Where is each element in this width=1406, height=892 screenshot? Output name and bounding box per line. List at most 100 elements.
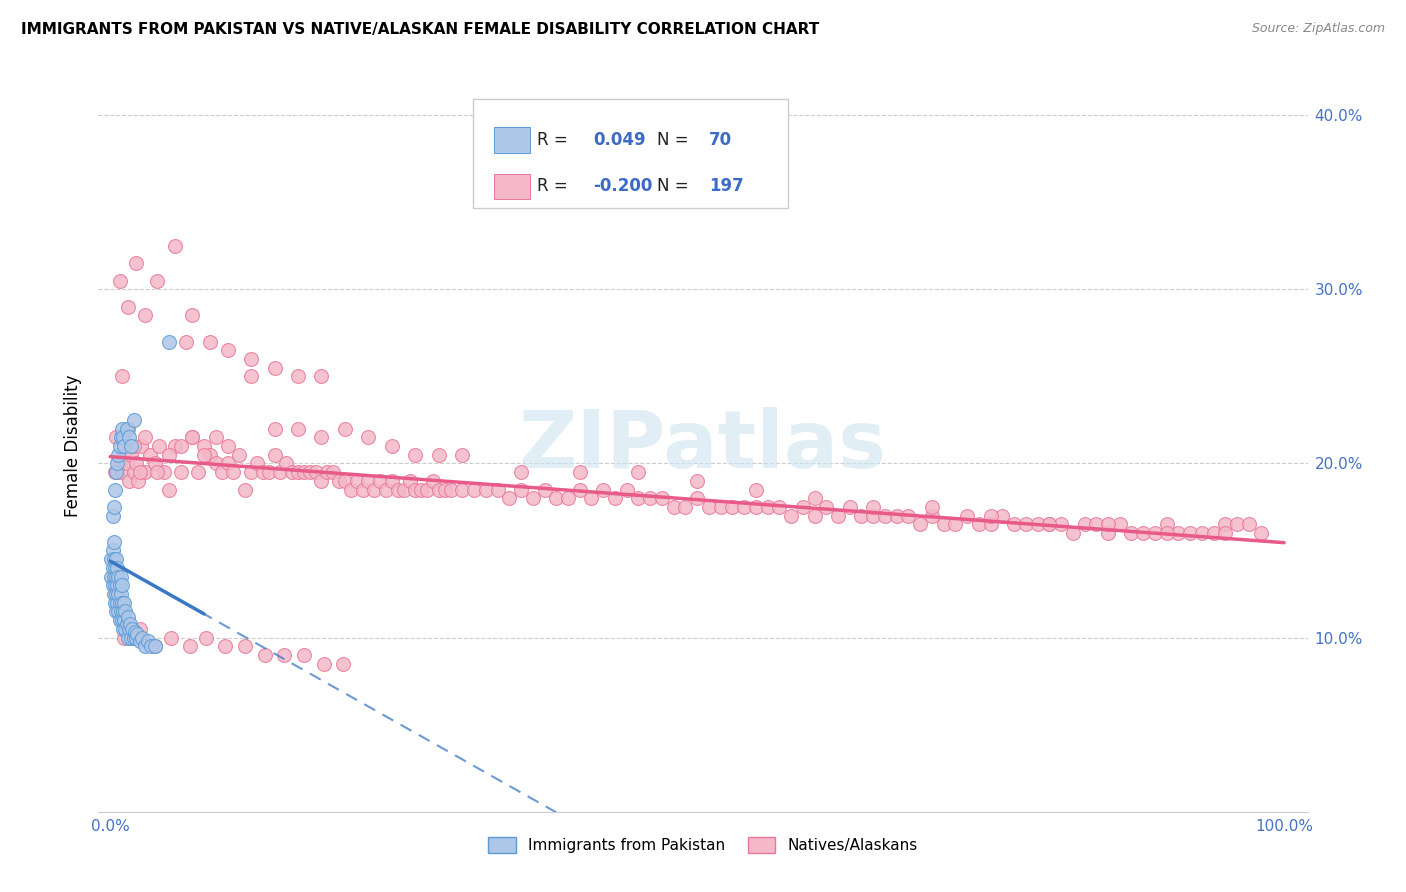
Point <box>246 457 269 471</box>
Point <box>163 238 186 252</box>
Point <box>991 508 1014 523</box>
Point <box>263 448 285 462</box>
Point <box>128 634 150 648</box>
Point <box>128 622 150 636</box>
Point <box>533 483 555 497</box>
Point <box>104 483 127 497</box>
Point <box>851 508 873 523</box>
Point <box>568 465 591 479</box>
Point <box>381 474 404 488</box>
Text: N =: N = <box>657 130 695 149</box>
Point <box>1015 517 1038 532</box>
Point <box>908 517 931 532</box>
Point <box>122 413 145 427</box>
Point <box>803 491 825 506</box>
Point <box>416 483 439 497</box>
Point <box>107 448 129 462</box>
Point <box>603 491 626 506</box>
Point <box>105 604 128 618</box>
Point <box>187 465 209 479</box>
Point <box>422 474 444 488</box>
Point <box>107 604 129 618</box>
Point <box>105 552 128 566</box>
Point <box>638 491 661 506</box>
Point <box>128 465 150 479</box>
Point <box>240 369 263 384</box>
Point <box>357 474 380 488</box>
Point <box>780 508 803 523</box>
Point <box>522 491 544 506</box>
Point <box>115 421 138 435</box>
Point <box>127 474 149 488</box>
Point <box>103 534 125 549</box>
Point <box>287 421 309 435</box>
Point <box>157 448 180 462</box>
Point <box>662 500 685 514</box>
Point <box>287 369 309 384</box>
Point <box>627 491 650 506</box>
Point <box>105 465 128 479</box>
Point <box>838 500 860 514</box>
Point <box>111 596 134 610</box>
Point <box>110 569 132 583</box>
Point <box>134 465 156 479</box>
Point <box>217 457 239 471</box>
Point <box>357 430 380 444</box>
Point <box>1202 526 1225 541</box>
Text: N =: N = <box>657 178 695 195</box>
Point <box>792 500 814 514</box>
Point <box>169 439 191 453</box>
Point <box>110 587 132 601</box>
Point <box>139 448 162 462</box>
Point <box>557 491 579 506</box>
Point <box>387 483 409 497</box>
Point <box>862 500 884 514</box>
Point <box>103 569 125 583</box>
Point <box>546 491 568 506</box>
Point <box>427 448 450 462</box>
Point <box>921 500 943 514</box>
Point <box>1215 526 1237 541</box>
Point <box>211 465 233 479</box>
Point <box>276 457 298 471</box>
Point <box>745 500 768 514</box>
Point <box>100 552 122 566</box>
Point <box>328 474 350 488</box>
Point <box>100 569 122 583</box>
Point <box>263 360 285 375</box>
Point <box>112 430 135 444</box>
Point <box>1191 526 1213 541</box>
Point <box>110 604 132 618</box>
Point <box>1250 526 1272 541</box>
Point <box>111 578 134 592</box>
Point <box>980 517 1002 532</box>
Point <box>1167 526 1189 541</box>
Point <box>1085 517 1108 532</box>
Point <box>120 616 142 631</box>
Point <box>111 369 134 384</box>
Point <box>340 483 363 497</box>
Point <box>143 640 166 654</box>
Point <box>451 483 474 497</box>
Point <box>392 483 415 497</box>
FancyBboxPatch shape <box>494 174 530 199</box>
Point <box>273 648 295 662</box>
Point <box>217 343 239 358</box>
Point <box>193 448 215 462</box>
Point <box>980 508 1002 523</box>
Point <box>333 421 356 435</box>
Point <box>160 631 183 645</box>
Point <box>411 483 433 497</box>
Point <box>103 500 125 514</box>
Point <box>862 508 884 523</box>
Point <box>475 483 498 497</box>
Point <box>1038 517 1060 532</box>
Point <box>263 421 285 435</box>
Point <box>118 430 141 444</box>
Point <box>1097 517 1119 532</box>
Point <box>616 483 638 497</box>
Point <box>108 439 131 453</box>
Point <box>1121 526 1143 541</box>
Point <box>510 465 533 479</box>
Point <box>240 351 263 366</box>
